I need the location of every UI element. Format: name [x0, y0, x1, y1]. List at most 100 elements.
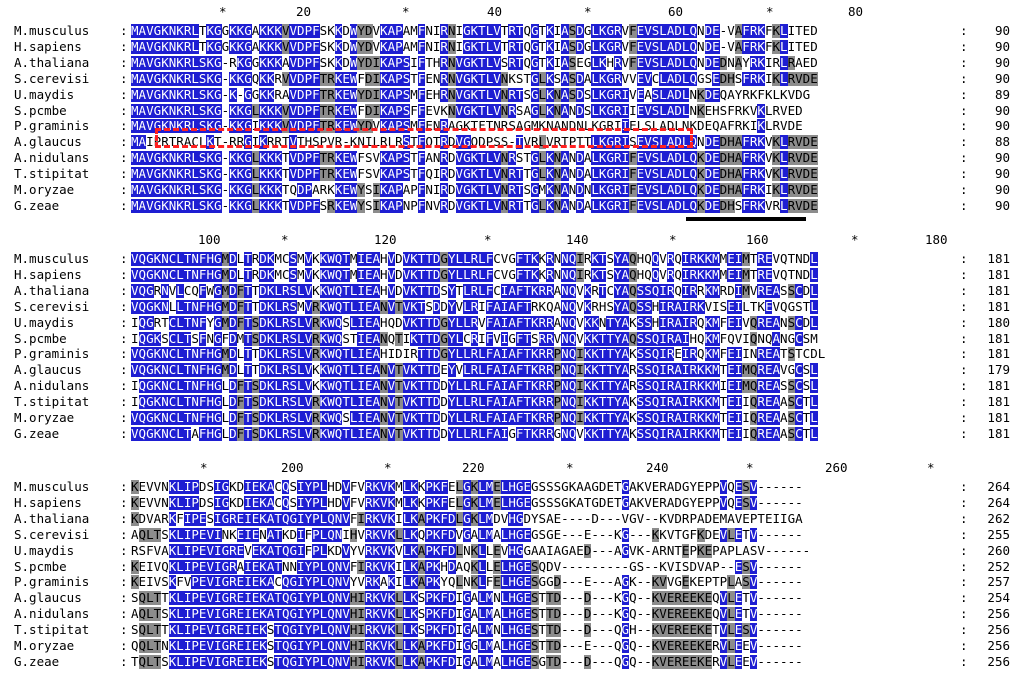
separator: : [960, 590, 968, 606]
aligned-sequence: MAVGKNKRLTKGGKKGAKKKVVDPFSKKDWYDVKAPAMFN… [131, 23, 818, 38]
position-ruler: * 200 * 220 * 240 * 260 * [0, 460, 1024, 476]
aligned-sequence: IQGRTCLTNFYGMDFTSDKLRSLVRKWQSLIEAHQDVKTT… [131, 314, 818, 330]
ruler-mark: * [766, 4, 774, 19]
ruler-mark: 100 [198, 232, 221, 247]
species-name: U.maydis [14, 542, 75, 558]
end-position: 262 [987, 510, 1010, 526]
aligned-sequence: MAVGKNKRLSKG-KKGLKKKTQDPARKKEWYSIKAPAPFN… [131, 182, 818, 197]
end-position: 256 [987, 653, 1010, 669]
separator: : [960, 558, 968, 574]
sequence-row: M.oryzae: QQLTNKLIPEVIGREIEKSTQGIYPLQNVHI… [0, 639, 1024, 653]
separator: : [960, 330, 968, 346]
aligned-sequence: MAIPRTRACLKT-RRGIKRRTVTHSPVR-KNILRLRSTFQ… [131, 134, 818, 150]
ruler-mark: 260 [825, 460, 848, 475]
separator: : [960, 118, 968, 134]
species-name: A.nidulans [14, 378, 90, 394]
aligned-sequence: IQGKSCLTSFNGFDMTSDKLRSLVRKWQSTIEANQTIKTT… [131, 330, 818, 346]
sequence-row: U.maydis: MAVGKNKRLSKG-K-GGKKRAVDPFTRKEWY… [0, 86, 1024, 102]
sequence-row: P.graminis: MAVGKNKRLSKG-KKGIKKKVVDPFTRKE… [0, 118, 1024, 134]
ruler-mark: * [584, 4, 592, 19]
species-name: G.zeae [14, 425, 60, 441]
end-position: 264 [987, 479, 1010, 494]
sequence-row: A.thaliana: KDVARKFIPESIGREIEKATQGIYPLQNV… [0, 510, 1024, 526]
alignment-block-2: 100 * 120 * 140 * 160 * 180 M.musculus: VQGKNCLTNF… [0, 232, 1024, 452]
end-position: 180 [987, 314, 1010, 330]
aligned-sequence: VQGKNCLTNFHGMDLTRDKMCSMVKKWQTMIEAHVDVKTT… [131, 266, 818, 282]
ruler-mark: * [402, 4, 410, 19]
end-position: 181 [987, 394, 1010, 410]
alignment-block-3: * 200 * 220 * 240 * 260 * M.musculus: KEVVNKLIPDSI… [0, 460, 1024, 680]
separator: : [120, 394, 128, 410]
end-position: 90 [994, 197, 1010, 213]
separator: : [120, 150, 128, 166]
sequence-row: S.pcmbe: KEIVQKLIPEVIGRAIEKATNNIYPLQNVFIR… [0, 558, 1024, 574]
separator: : [960, 526, 968, 542]
end-position: 89 [994, 86, 1010, 102]
aligned-sequence: VQGRNVLCQFWGMDFTTDKLRSLVKKWQTLIEAHVDVKTT… [131, 282, 818, 298]
sequence-row: T.stipitat: SQLTTKLIPEVIGREIEKSTQGIYPLQNV… [0, 622, 1024, 638]
sequence-row: S.cerevisi: AQLTSKLIPEVINKEIENATKDIFPLQNI… [0, 526, 1024, 542]
aligned-sequence: KEIVQKLIPEVIGRAIEKATNNIYPLQNVFIRKVKILKAP… [131, 558, 803, 574]
separator: : [120, 197, 128, 213]
separator: : [120, 251, 128, 266]
aligned-sequence: IQGKNCLTNFHGLDFTSDKLRSLVKKWQTLIEANVTVKTT… [131, 378, 818, 394]
ruler-mark: 180 [925, 232, 948, 247]
separator: : [120, 494, 128, 510]
sequence-row: P.graminis: VQGKNCLTNFHGMDLTTDKLRSLVRKWQT… [0, 346, 1024, 362]
separator: : [120, 134, 128, 150]
sequence-row: H.sapiens: KEVVNKLIPDSIGKDIEKACQSIYPLHDVF… [0, 494, 1024, 510]
aligned-sequence: VQGKNCLTAFHGLDFTSDKLRSLVRKWQTLIEANVTVKTT… [131, 425, 818, 441]
separator: : [960, 38, 968, 54]
ruler-mark: 120 [374, 232, 397, 247]
separator: : [120, 590, 128, 606]
sequence-row: G.zeae: TQLTSKLIPEVIGREIEKSTQGIYPLQNVHIRK… [0, 653, 1024, 669]
sequence-row: A.glaucus: VQGKNCLTNFHGMDLTTDKLRSLVKKWQTL… [0, 362, 1024, 378]
species-name: M.musculus [14, 251, 90, 266]
end-position: 254 [987, 590, 1010, 606]
end-position: 257 [987, 574, 1010, 590]
ruler-mark: 60 [668, 4, 684, 19]
species-name: A.thaliana [14, 510, 90, 526]
separator: : [120, 542, 128, 558]
separator: : [960, 394, 968, 410]
aligned-sequence: VQGKNCLTNFHGMDLTTDKLRSLVRKWQTLIEAHIDIRTT… [131, 346, 826, 362]
species-name: M.musculus [14, 23, 90, 38]
end-position: 181 [987, 346, 1010, 362]
aligned-sequence: SQLTTKLIPEVIGREIEKATQGIYPLQNVHIRKVKLLKSP… [131, 590, 803, 606]
end-position: 88 [994, 134, 1010, 150]
separator: : [120, 410, 128, 425]
separator: : [960, 622, 968, 638]
sequence-row: A.nidulans: IQGKNCLTNFHGLDFTSDKLRSLVKKWQT… [0, 378, 1024, 394]
species-name: A.glaucus [14, 590, 82, 606]
sequence-row: G.zeae: MAVGKNKRLSKG-KKGLKKKTVDPFSRKEWYSI… [0, 197, 1024, 213]
end-position: 264 [987, 494, 1010, 510]
ruler-mark: * [927, 460, 935, 475]
separator: : [960, 510, 968, 526]
sequence-row: A.nidulans: AQLTSKLIPEVIGREIEKATQGIYPLQNV… [0, 607, 1024, 622]
ruler-mark: 80 [848, 4, 864, 19]
position-ruler: * 20 * 40 * 60 * 80 [0, 4, 1024, 20]
ruler-mark: 220 [462, 460, 485, 475]
end-position: 256 [987, 638, 1010, 653]
separator: : [960, 362, 968, 378]
aligned-sequence: MAVGKNKRLSKG-RKGGKKKAVDPFSKKDWYDIKAPSIFT… [131, 54, 818, 70]
separator: : [120, 166, 128, 182]
sequence-row: A.glaucus: SQLTTKLIPEVIGREIEKATQGIYPLQNVH… [0, 590, 1024, 606]
separator: : [960, 182, 968, 197]
separator: : [120, 362, 128, 378]
separator: : [120, 23, 128, 38]
sequence-row: S.cerevisi: MAVGKNKRLSKG-KKGQKKRVVDPFTRKE… [0, 71, 1024, 86]
sequence-row: M.musculus: KEVVNKLIPDSIGKDIEKACQSIYPLHDV… [0, 480, 1024, 494]
species-name: S.pcmbe [14, 330, 67, 346]
end-position: 260 [987, 542, 1010, 558]
aligned-sequence: MAVGKNKRLSKG-KKGLKKKTVDPFTRKEWFSVKAPSTFA… [131, 150, 818, 166]
end-position: 181 [987, 298, 1010, 314]
separator: : [120, 38, 128, 54]
aligned-sequence: KDVARKFIPESIGREIEKATQGIYPLQNVFIRKVKILKAP… [131, 510, 803, 526]
species-name: S.pcmbe [14, 558, 67, 574]
aligned-sequence: KEVVNKLIPDSIGKDIEKACQSIYPLHDVFVRKVKMLKKP… [131, 494, 803, 510]
species-name: G.zeae [14, 653, 60, 669]
ruler-mark: * [484, 232, 492, 247]
separator: : [120, 298, 128, 314]
species-name: P.graminis [14, 574, 90, 590]
